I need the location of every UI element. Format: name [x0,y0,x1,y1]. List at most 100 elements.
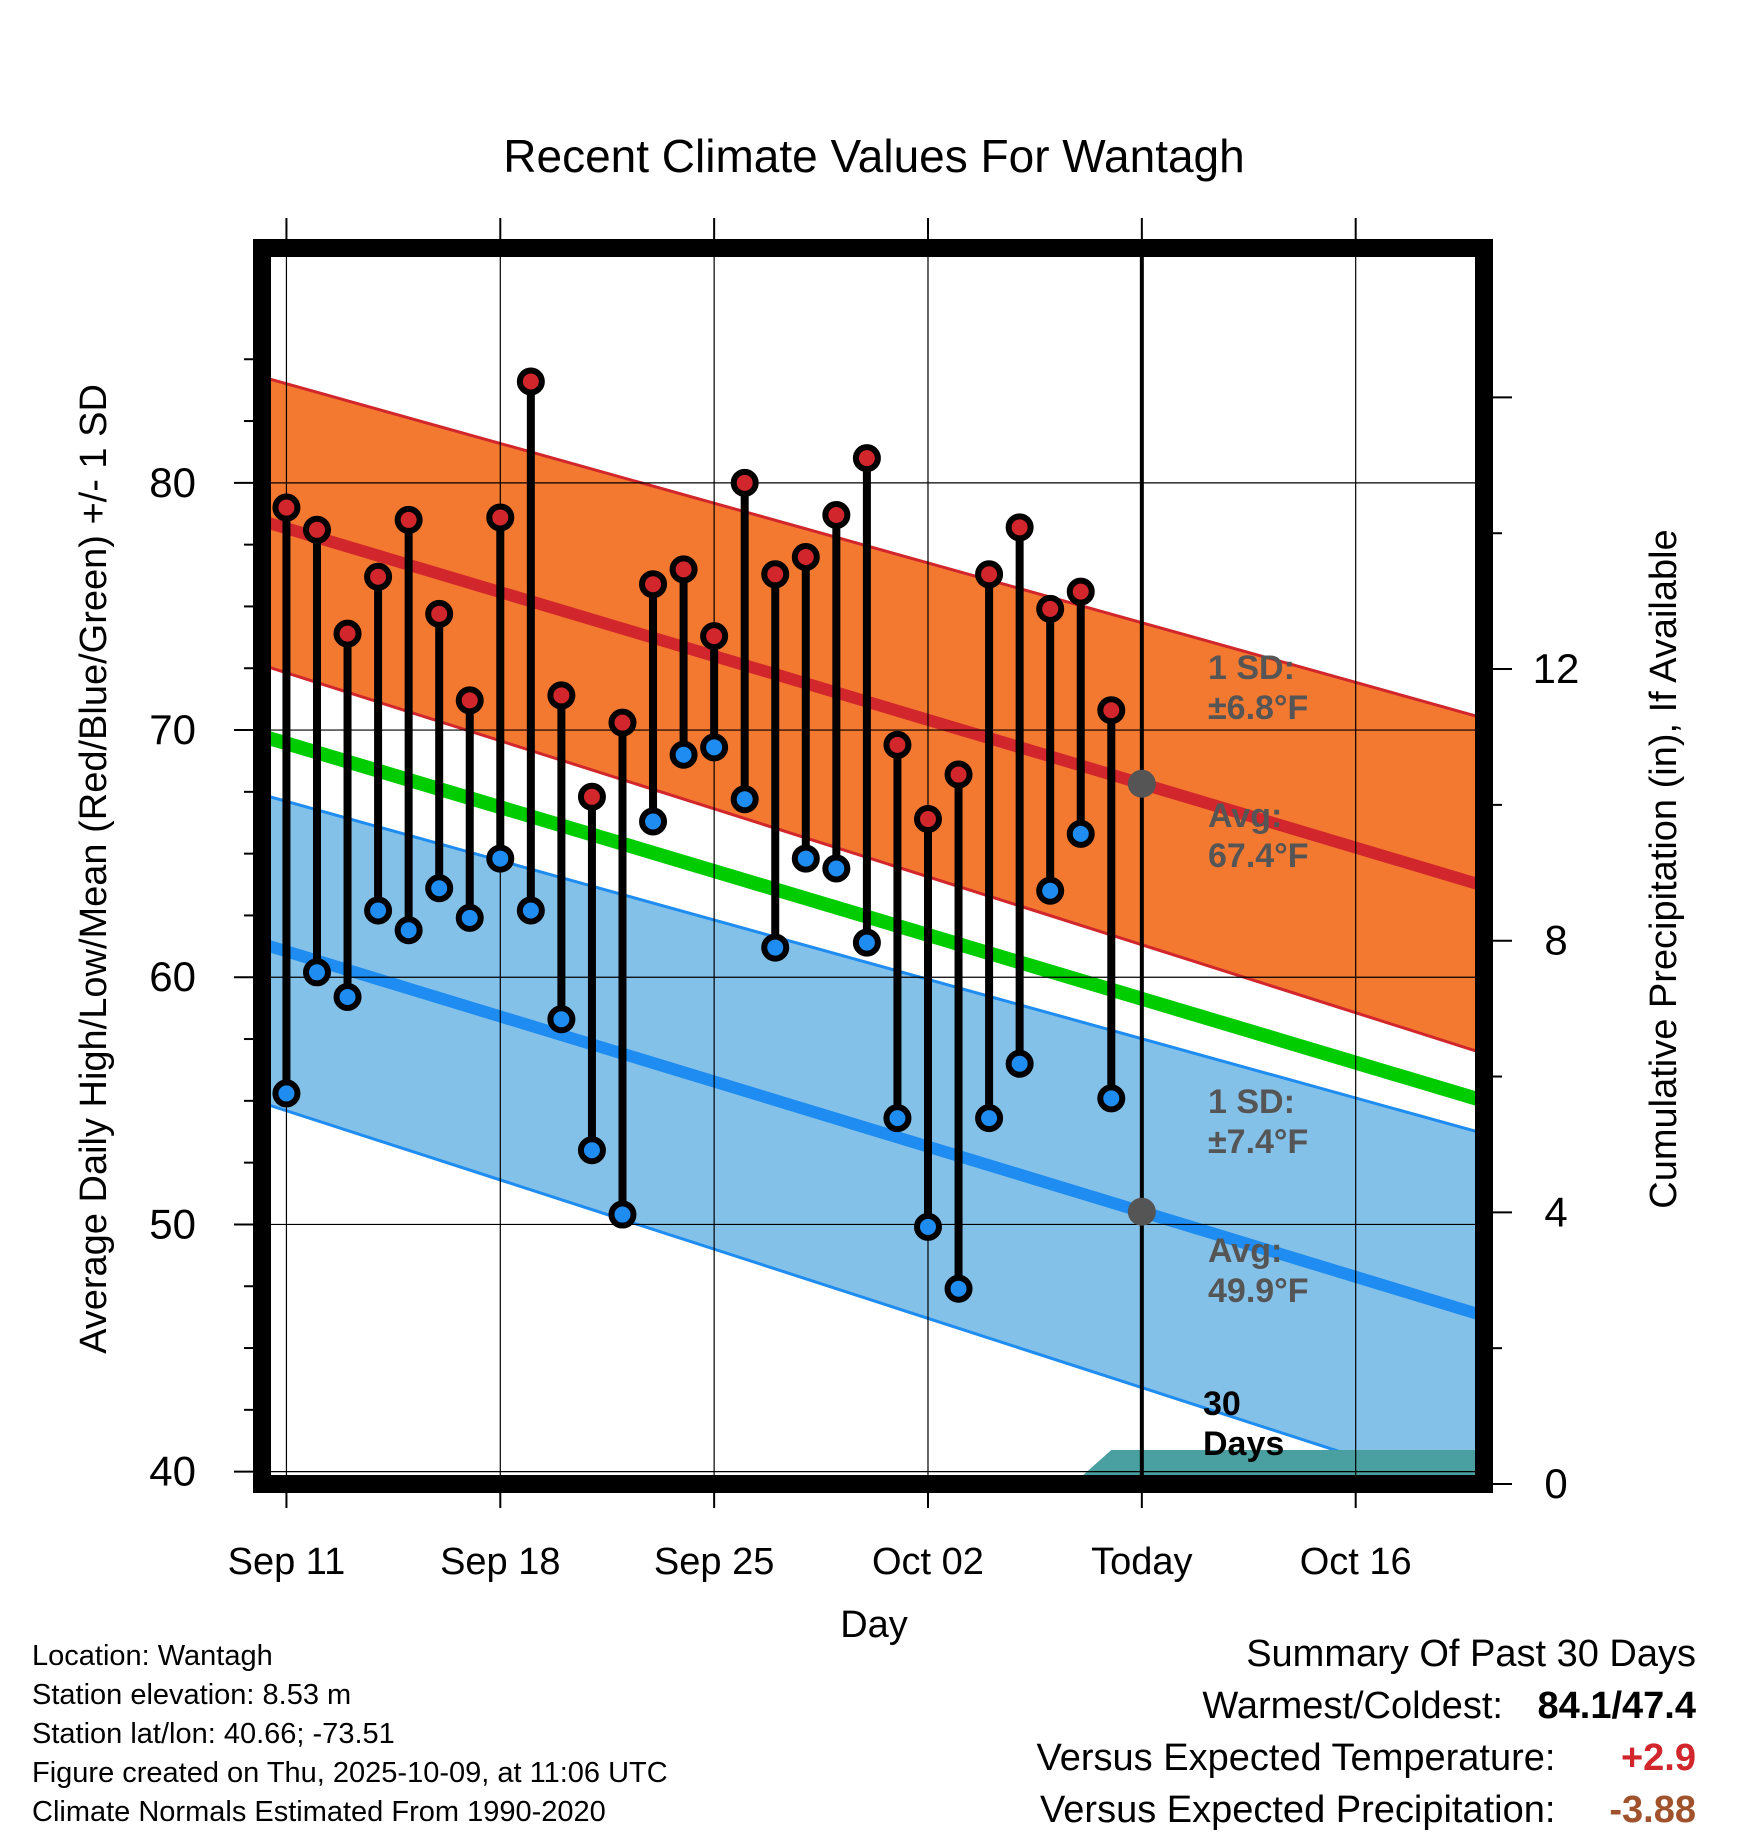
y2-tick-label: 4 [1544,1188,1567,1235]
daily-high-point [547,681,576,710]
low-sd-annotation-line: 1 SD: [1208,1083,1295,1121]
normals-text: Climate Normals Estimated From 1990-2020 [32,1796,606,1828]
high-sd-annotation: 1 SD: ±6.8°F [1208,649,1308,727]
daily-high-point [822,500,851,529]
temp-row: Versus Expected Temperature: +2.9 [1037,1732,1696,1784]
daily-low-point [883,1104,912,1133]
warm-cold-row: Warmest/Coldest: 84.1/47.4 [1037,1680,1696,1732]
daily-low-point [455,903,484,932]
x-tick-label: Sep 18 [440,1541,560,1583]
x-tick-label: Oct 16 [1300,1541,1412,1583]
low-avg-line [262,937,1484,1323]
daily-low-point [761,933,790,962]
temp-value: +2.9 [1620,1737,1696,1779]
daily-low-point [913,1212,942,1241]
daily-low-point [1005,1049,1034,1078]
daily-high-point [791,543,820,571]
high-sd-annotation-line: 1 SD: [1208,649,1295,687]
today-high-normal-marker [1127,769,1156,798]
y-axis-label: Average Daily High/Low/Mean (Red/Blue/Gr… [73,384,115,1354]
low-avg-annotation-line: Avg: [1208,1232,1282,1270]
daily-high-point [975,560,1004,589]
daily-low-point [1066,819,1095,848]
daily-low-point [516,896,545,925]
low-avg-annotation-line: 49.9°F [1208,1272,1309,1310]
daily-high-point [944,760,973,789]
daily-high-point [516,367,545,396]
high-sd-band [262,376,1484,1054]
created-text: Figure created on Thu, 2025-10-09, at 11… [32,1757,668,1789]
summary-panel: Summary Of Past 30 Days Warmest/Coldest:… [1037,1628,1696,1836]
daily-high-point [669,555,698,584]
y-tick-label: 70 [149,706,196,753]
y-tick-label: 40 [149,1448,196,1495]
y2-tick-label: 12 [1533,645,1580,692]
daily-high-point [577,782,606,811]
low-sd-lower-line [262,1101,1445,1484]
daily-high-point [639,570,668,599]
precip-row: Versus Expected Precipitation: -3.88 [1037,1784,1696,1836]
low-sd-annotation: 1 SD: ±7.4°F [1208,1083,1308,1161]
daily-low-point [394,916,423,945]
window-annotation: 30 Days [1203,1385,1284,1463]
x-axis-label: Day [840,1604,908,1646]
daily-low-point [730,785,759,814]
x-tick-label: Sep 25 [654,1541,774,1583]
warm-cold-value: 84.1/47.4 [1537,1685,1696,1727]
warm-cold-label: Warmest/Coldest: [1202,1685,1503,1727]
daily-low-point [364,896,393,925]
x-tick-label: Sep 11 [228,1541,346,1583]
daily-low-point [822,854,851,883]
daily-high-point [486,503,515,532]
daily-high-point [394,505,423,534]
daily-high-point [1036,594,1065,623]
high-avg-annotation-line: 67.4°F [1208,837,1309,875]
daily-high-point [302,515,331,544]
plot-frame [253,239,1493,1493]
low-avg-annotation: Avg: 49.9°F [1208,1232,1309,1310]
high-sd-annotation-line: ±6.8°F [1208,689,1308,727]
window-annotation-line: 30 [1203,1385,1241,1423]
daily-high-point [1066,577,1095,606]
daily-high-point [913,805,942,834]
daily-high-point [1097,696,1126,725]
low-sd-annotation-line: ±7.4°F [1208,1123,1308,1161]
daily-low-point [944,1274,973,1303]
daily-high-point [730,468,759,497]
precip-label: Versus Expected Precipitation: [1040,1789,1556,1831]
daily-high-point [425,599,454,628]
daily-low-point [272,1079,301,1108]
y2-tick-label: 8 [1544,917,1567,964]
y-tick-label: 80 [149,459,196,506]
daily-high-point [883,730,912,759]
y-tick-label: 60 [149,953,196,1000]
daily-low-point [547,1005,576,1034]
daily-high-point [364,562,393,591]
daily-high-point [214,689,236,711]
y-tick-label: 50 [149,1200,196,1247]
x-tick-label: Oct 02 [872,1541,984,1583]
high-avg-annotation: Avg: 67.4°F [1208,797,1309,875]
high-avg-annotation-line: Avg: [1208,797,1282,835]
precip-value: -3.88 [1609,1789,1696,1831]
today-low-normal-marker [1127,1197,1156,1226]
station-info: Location: Wantagh Station elevation: 8.5… [32,1637,668,1832]
location-text: Location: Wantagh [32,1640,273,1672]
chart-title: Recent Climate Values For Wantagh [503,130,1244,182]
daily-low-point [214,1127,236,1149]
elevation-text: Station elevation: 8.53 m [32,1679,352,1711]
daily-high-point [608,708,637,737]
daily-low-point [333,983,362,1012]
daily-low-point [608,1200,637,1229]
window-annotation-line: Days [1203,1425,1284,1463]
x-tick-label: Today [1091,1541,1192,1583]
low-sd-band [262,794,1484,1484]
y2-tick-label: 0 [1544,1460,1567,1507]
summary-title: Summary Of Past 30 Days [1246,1633,1696,1675]
daily-high-point [455,686,484,715]
temp-label: Versus Expected Temperature: [1036,1737,1556,1779]
latlon-text: Station lat/lon: 40.66; -73.51 [32,1718,395,1750]
daily-high-point [1005,513,1034,542]
